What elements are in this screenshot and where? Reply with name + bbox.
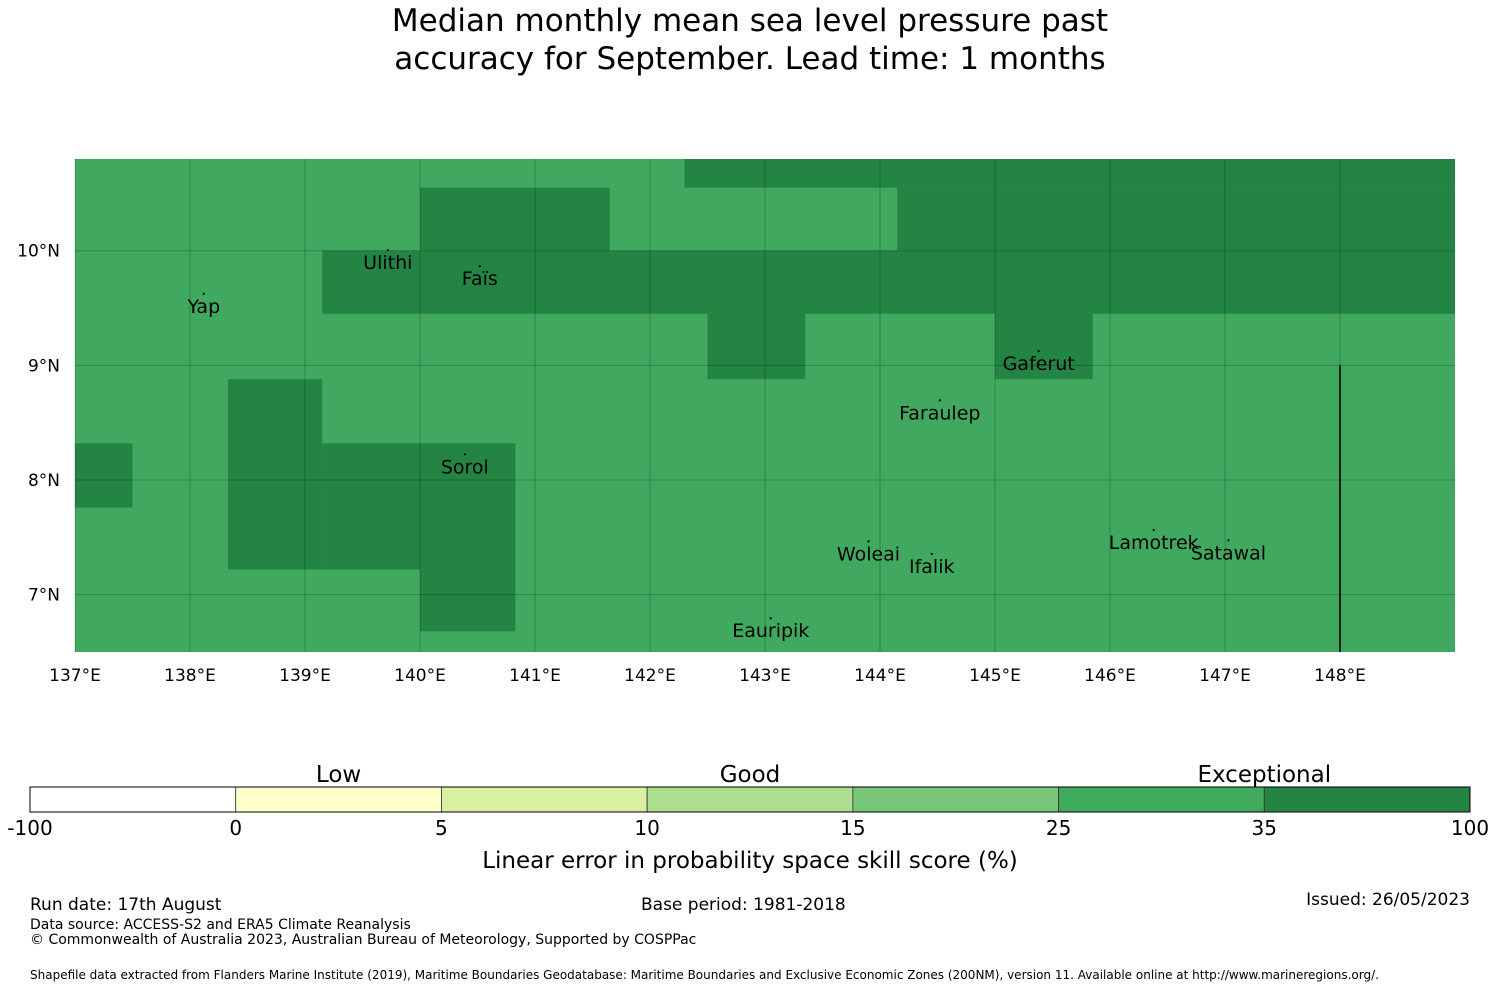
colorbar-title: Linear error in probability space skill … (482, 848, 1018, 874)
x-tick-label: 137°E (49, 666, 101, 686)
place-label-yap: Yap (186, 296, 220, 318)
colorbar-tick-label: 0 (229, 816, 242, 840)
colorbar: -100 0 5 10 15 25 35 100 Low Good Exceptional Linea… (7, 762, 1489, 874)
chart-title: Median monthly mean sea level pressure p… (0, 2, 1500, 78)
colorbar-bin (852, 786, 1059, 813)
place-label-gaferut: Gaferut (1003, 353, 1075, 375)
x-tick-label: 139°E (279, 666, 331, 686)
exceptional-cell (684, 159, 1455, 188)
colorbar-tick-label: 15 (840, 816, 865, 840)
island-marker (202, 292, 205, 295)
colorbar-bin (1058, 786, 1265, 813)
run-date: Run date: 17th August (30, 895, 222, 915)
exceptional-cell (75, 443, 133, 508)
colorbar-tick-label: 10 (634, 816, 659, 840)
x-tick-label: 146°E (1084, 666, 1136, 686)
chart-title-line-2: accuracy for September. Lead time: 1 mon… (394, 41, 1106, 77)
island-marker (769, 617, 772, 620)
y-tick-label: 9°N (28, 356, 60, 376)
colorbar-category-low: Low (316, 762, 361, 788)
x-tick-label: 147°E (1199, 666, 1251, 686)
x-tick-label: 142°E (624, 666, 676, 686)
colorbar-tick-label: 100 (1451, 816, 1489, 840)
colorbar-bin (441, 786, 648, 813)
x-tick-label: 138°E (164, 666, 216, 686)
island-marker (1037, 349, 1040, 353)
issued-date: Issued: 26/05/2023 (1306, 890, 1470, 910)
place-label-sorol: Sorol (441, 456, 489, 478)
island-marker (1152, 528, 1155, 532)
place-label-ifalik: Ifalik (909, 556, 955, 578)
x-tick-label: 144°E (854, 666, 906, 686)
island-marker (478, 265, 481, 268)
place-label-eauripik: Eauripik (732, 620, 809, 642)
y-tick-label: 7°N (28, 586, 60, 606)
x-tick-label: 141°E (509, 666, 561, 686)
y-tick-label: 8°N (28, 471, 60, 491)
island-marker (386, 249, 389, 252)
colorbar-tick-label: 35 (1252, 816, 1277, 840)
colorbar-bin (1263, 786, 1471, 813)
map-panel: 137°E 138°E 139°E 140°E 141°E 142°E 143°E 144°E… (17, 159, 1455, 686)
colorbar-category-exceptional: Exceptional (1197, 762, 1331, 788)
island-marker (938, 399, 941, 402)
x-tick-label: 140°E (394, 666, 446, 686)
place-label-satawal: Satawal (1191, 542, 1266, 564)
island-marker (930, 552, 933, 556)
island-marker (1227, 539, 1230, 542)
place-label-faraulep: Faraulep (899, 402, 980, 424)
colorbar-bin (646, 786, 854, 813)
exceptional-cell (707, 313, 806, 380)
y-tick-label: 10°N (17, 242, 60, 262)
place-label-lamotrek: Lamotrek (1109, 532, 1199, 554)
colorbar-bin (235, 786, 442, 813)
place-label-woleai: Woleai (837, 543, 900, 565)
colorbar-tick-label: 25 (1046, 816, 1071, 840)
exceptional-cell (322, 250, 1455, 314)
exceptional-cell (420, 187, 610, 251)
exceptional-cell (420, 569, 516, 632)
exceptional-cell (322, 443, 516, 570)
colorbar-tick-label: -100 (7, 816, 52, 840)
colorbar-category-good: Good (720, 762, 781, 788)
exceptional-cell (995, 313, 1093, 380)
colorbar-bin (29, 786, 237, 813)
x-tick-label: 145°E (969, 666, 1021, 686)
x-tick-label: 143°E (739, 666, 791, 686)
island-marker (867, 540, 870, 543)
place-label-ulithi: Ulithi (363, 252, 412, 274)
place-label-fas: Faïs (462, 268, 498, 290)
colorbar-outline (29, 786, 1471, 813)
data-source: Data source: ACCESS-S2 and ERA5 Climate … (30, 917, 411, 933)
exceptional-cell (897, 187, 1455, 251)
copyright-notice: © Commonwealth of Australia 2023, Austra… (30, 932, 697, 948)
exceptional-cell (227, 379, 323, 570)
colorbar-tick-label: 5 (435, 816, 448, 840)
island-marker (463, 453, 466, 456)
shapefile-credit: Shapefile data extracted from Flanders M… (30, 968, 1379, 982)
x-tick-label: 148°E (1314, 666, 1366, 686)
chart-title-line-1: Median monthly mean sea level pressure p… (391, 3, 1109, 39)
base-period: Base period: 1981-2018 (641, 895, 846, 915)
